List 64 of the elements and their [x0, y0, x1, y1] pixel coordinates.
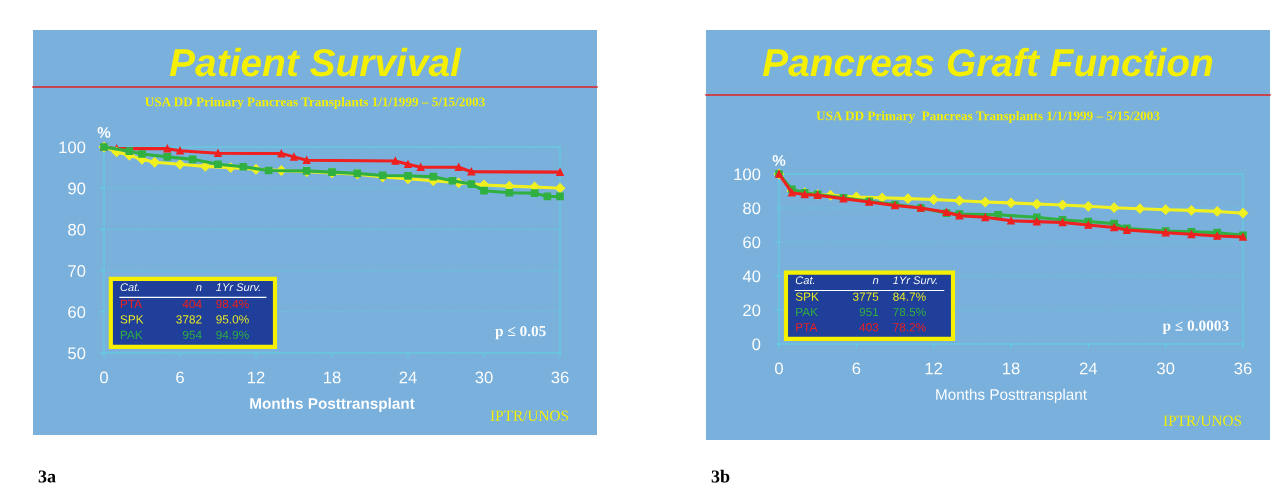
annotation: n	[196, 285, 202, 292]
annotation: n	[872, 278, 879, 285]
annotation: p ≤ 0.0003	[1162, 320, 1229, 334]
y-tick-label: 100	[59, 141, 86, 154]
x-tick-label: 36	[551, 371, 569, 384]
x-axis-title: Months Posttransplant	[936, 388, 1087, 403]
text: SPK	[795, 292, 819, 301]
y-tick-label: 90	[68, 182, 86, 195]
annotation: 3775	[852, 292, 879, 301]
annotation: 95.0%	[216, 315, 249, 324]
text: 3b	[711, 469, 730, 483]
y-tick-label: 60	[68, 306, 86, 318]
y-tick-label: 40	[742, 270, 761, 283]
x-tick-label: 24	[1079, 362, 1098, 375]
annotation: 84.7%	[893, 292, 926, 301]
annotation: Cat.	[120, 283, 139, 292]
y-tick-label: 80	[743, 202, 761, 215]
text: IPTR/UNOS	[490, 410, 569, 421]
x-tick-label: 0	[100, 371, 108, 384]
x-tick-label: 36	[1234, 362, 1252, 375]
text: 3a	[38, 470, 56, 483]
chart-subtitle: USA DD Primary Pancreas Transplants 1/1/1999 – 5/15/2003	[145, 97, 485, 109]
text: SPK	[120, 315, 144, 324]
annotation: 1Yr Surv.	[216, 283, 260, 292]
annotation: 78.5%	[893, 307, 926, 317]
annotation: p ≤ 0.05	[495, 325, 546, 340]
x-tick-label: 24	[399, 371, 417, 384]
x-tick-label: 12	[248, 371, 265, 384]
x-axis-title: Months Posttransplant	[250, 397, 415, 412]
annotation: 78.2%	[893, 323, 926, 332]
annotation: 403	[859, 323, 879, 332]
annotation: 951	[859, 307, 879, 317]
text: IPTR/UNOS	[1163, 415, 1242, 426]
annotation: 954	[182, 330, 202, 340]
x-tick-label: 6	[176, 371, 184, 384]
annotation: 98.4%	[216, 299, 249, 309]
y-axis-title: %	[772, 155, 786, 166]
annotation: 3782	[176, 315, 202, 324]
annotation: 94.9%	[216, 330, 249, 340]
y-tick-label: 100	[734, 168, 761, 181]
text: PAK	[120, 330, 143, 339]
x-tick-label: 30	[1157, 362, 1175, 375]
annotation: 1Yr Surv.	[892, 276, 937, 285]
annotation: Cat.	[795, 276, 815, 285]
annotation: 404	[182, 299, 202, 309]
x-tick-label: 6	[852, 362, 861, 375]
text: PTA	[120, 299, 143, 308]
x-tick-label: 18	[324, 371, 341, 384]
x-tick-label: 30	[475, 371, 493, 384]
y-tick-label: 60	[743, 236, 761, 249]
x-tick-label: 18	[1003, 362, 1020, 375]
y-axis-title: %	[97, 127, 111, 138]
chart-subtitle: USA DD Primary Pancreas Transplants 1/1/1999 – 5/15/2003	[816, 111, 1160, 123]
y-tick-label: 70	[68, 265, 86, 277]
chart-title: Pancreas Graft Function	[762, 47, 1213, 77]
text: PTA	[796, 323, 818, 332]
y-tick-label: 20	[743, 304, 761, 317]
chart-title: Patient Survival	[169, 47, 462, 77]
y-tick-label: 0	[752, 338, 761, 351]
y-tick-label: 80	[68, 223, 86, 236]
y-tick-label: 50	[68, 347, 86, 360]
x-tick-label: 12	[925, 362, 943, 375]
x-tick-label: 0	[775, 362, 783, 375]
text: PAK	[796, 307, 818, 317]
